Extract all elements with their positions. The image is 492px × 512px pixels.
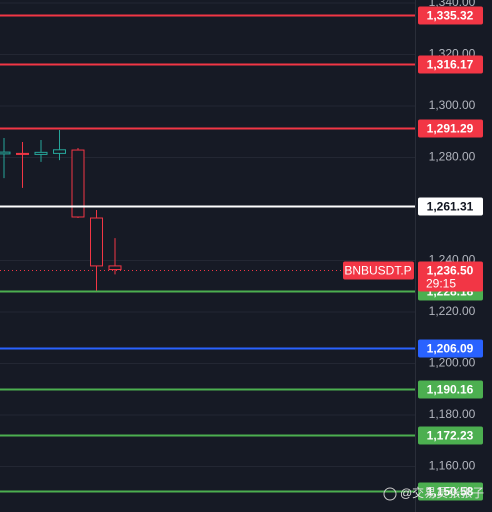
candle-body: [90, 217, 103, 267]
y-tick-label: 1,340.00: [429, 0, 476, 9]
price-label: 1,261.31: [427, 200, 474, 214]
price-label: 1,206.09: [427, 342, 474, 356]
watermark: @交易员张张子: [400, 485, 484, 500]
price-label: 1,316.17: [427, 58, 474, 72]
candle-body: [71, 149, 85, 218]
symbol-box: [343, 261, 414, 280]
price-label: 1,190.16: [427, 383, 474, 397]
price-label: 1,291.29: [427, 122, 474, 136]
price-label-box: [418, 339, 483, 358]
countdown: 29:15: [426, 277, 456, 291]
price-label-box: [418, 6, 483, 25]
price-label-box: [418, 197, 483, 216]
price-label: 1,335.32: [427, 9, 474, 23]
y-tick-label: 1,280.00: [429, 150, 476, 164]
last-price-box: [418, 261, 483, 292]
watermark-logo: [383, 487, 397, 501]
candle-body: [16, 152, 29, 155]
candle-body: [0, 151, 11, 155]
price-label-box: [418, 482, 483, 501]
y-tick-label: 1,160.00: [429, 459, 476, 473]
y-tick-label: 1,220.00: [429, 304, 476, 318]
y-tick-label: 1,180.00: [429, 407, 476, 421]
price-label: 1,150.58: [427, 485, 474, 499]
price-label-box: [418, 119, 483, 138]
price-label-box: [418, 55, 483, 74]
candle-body: [34, 151, 48, 155]
symbol-label: BNBUSDT.P: [344, 264, 411, 278]
price-label-box: [418, 426, 483, 445]
y-tick-label: 1,200.00: [429, 356, 476, 370]
price-label: 1,172.23: [427, 429, 474, 443]
candle-body: [53, 149, 66, 154]
last-price-label: 1,236.50: [427, 264, 474, 278]
candle-body: [108, 265, 122, 271]
price-label-box: [418, 380, 483, 399]
y-tick-label: 1,300.00: [429, 98, 476, 112]
